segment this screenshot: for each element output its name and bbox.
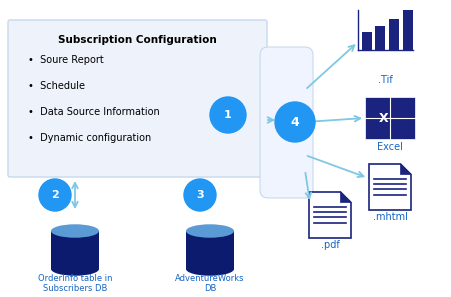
Bar (51, 231, 99, 269)
Bar (403, 10, 413, 50)
Polygon shape (341, 192, 351, 203)
Text: •  Dynamic configuration: • Dynamic configuration (28, 133, 151, 143)
Text: .pdf: .pdf (321, 240, 339, 250)
Text: •  Schedule: • Schedule (28, 81, 85, 91)
Text: 4: 4 (290, 116, 299, 129)
Text: X: X (379, 111, 389, 124)
Text: .Tif: .Tif (377, 75, 392, 85)
Circle shape (210, 97, 246, 133)
FancyBboxPatch shape (8, 20, 267, 177)
Text: 3: 3 (196, 190, 204, 200)
Circle shape (39, 179, 71, 211)
Ellipse shape (186, 224, 234, 238)
Text: 1: 1 (224, 110, 232, 120)
Circle shape (184, 179, 216, 211)
Bar (375, 26, 385, 50)
Polygon shape (400, 164, 411, 175)
Ellipse shape (51, 262, 99, 276)
Ellipse shape (186, 262, 234, 276)
Text: •  Soure Report: • Soure Report (28, 55, 104, 65)
Text: OrderInfo table in
Subscribers DB: OrderInfo table in Subscribers DB (38, 274, 112, 293)
Bar (186, 231, 234, 269)
Bar (365, 97, 415, 139)
FancyBboxPatch shape (260, 47, 313, 198)
Bar (362, 32, 372, 50)
Text: Subscription Configuration: Subscription Configuration (58, 35, 217, 45)
Bar (389, 19, 399, 50)
Text: .mhtml: .mhtml (373, 212, 407, 222)
Ellipse shape (51, 224, 99, 238)
Text: •  Data Source Information: • Data Source Information (28, 107, 160, 117)
Text: 2: 2 (51, 190, 59, 200)
Polygon shape (309, 192, 351, 238)
Circle shape (275, 102, 315, 142)
Polygon shape (369, 164, 411, 210)
Text: AdventureWorks
DB: AdventureWorks DB (175, 274, 245, 293)
Text: Excel: Excel (377, 142, 403, 152)
